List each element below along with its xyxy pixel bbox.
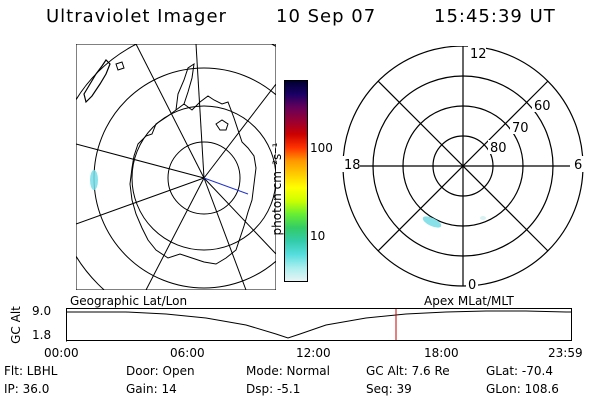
info-gain: Gain: 14 (126, 382, 177, 396)
timeline-plot (66, 308, 572, 342)
colorbar-tick-100: 100 (310, 141, 333, 155)
timeline-tick-1200: 12:00 (296, 346, 331, 360)
info-ip: IP: 36.0 (4, 382, 50, 396)
info-gc-alt: GC Alt: 7.6 Re (366, 364, 450, 378)
info-glon: GLon: 108.6 (486, 382, 559, 396)
map-aurora-spot (90, 170, 98, 190)
timeline-tick-1800: 18:00 (424, 346, 459, 360)
timeline-tick-0000: 00:00 (44, 346, 79, 360)
date-label: 10 Sep 07 (276, 6, 377, 27)
info-mode: Mode: Normal (246, 364, 330, 378)
timeline-ymin: 1.8 (32, 328, 52, 342)
timeline-right-title: Apex MLat/MLT (424, 294, 514, 308)
colorbar-unit-label: photon cm⁻²s⁻¹ (270, 142, 284, 236)
polar-plot: 12 6 18 0 60 70 80 (342, 46, 584, 292)
colorbar (284, 80, 308, 282)
mlt-label-12: 12 (470, 47, 487, 62)
lat-label-70: 70 (512, 121, 529, 136)
geographic-map (76, 44, 276, 290)
info-dsp: Dsp: -5.1 (246, 382, 301, 396)
mlt-label-6: 6 (574, 158, 582, 173)
timeline-tick-2359: 23:59 (548, 346, 583, 360)
lat-label-80: 80 (490, 141, 507, 156)
mlt-label-18: 18 (344, 158, 361, 173)
polar-aurora-spot (422, 216, 442, 228)
timeline-ymax: 9.0 (32, 304, 52, 318)
colorbar-tick-10: 10 (310, 229, 326, 243)
mlt-label-0: 0 (468, 278, 476, 292)
timeline-axis-label: GC Alt (9, 306, 23, 344)
info-glat: GLat: -70.4 (486, 364, 553, 378)
info-door: Door: Open (126, 364, 195, 378)
info-flt: Flt: LBHL (4, 364, 58, 378)
instrument-title: Ultraviolet Imager (46, 6, 227, 27)
info-seq: Seq: 39 (366, 382, 412, 396)
timeline-left-title: Geographic Lat/Lon (70, 294, 188, 308)
time-label: 15:45:39 UT (434, 6, 556, 27)
polar-aurora-faint (480, 216, 486, 220)
lat-label-60: 60 (534, 99, 551, 114)
timeline-tick-0600: 06:00 (170, 346, 205, 360)
